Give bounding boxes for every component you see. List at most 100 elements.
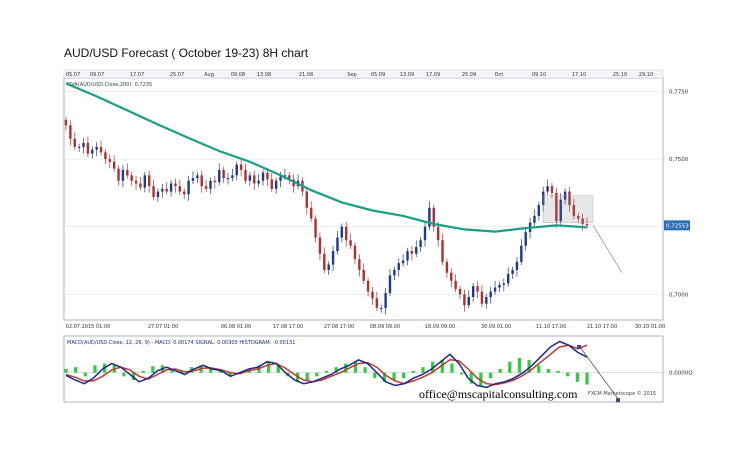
candle-body xyxy=(520,245,523,262)
histogram-bar xyxy=(585,372,589,385)
macd-indicator-label: MACD(AUD/USD.Close, 12, 26, 9) - MACD: 0… xyxy=(67,340,295,346)
candle-body xyxy=(266,172,269,180)
candle-body xyxy=(279,176,282,181)
top-axis-label: 29.10 xyxy=(639,72,653,78)
ma200-line xyxy=(65,82,588,233)
candle-body xyxy=(349,240,352,246)
candle-body xyxy=(274,180,278,189)
candle-body xyxy=(388,275,392,293)
histogram-bar xyxy=(527,359,531,373)
candle-body xyxy=(366,280,370,292)
top-axis-label: 13.09 xyxy=(400,72,414,78)
candle-body xyxy=(375,298,379,308)
candle-body xyxy=(537,205,541,216)
candle-body xyxy=(257,180,260,184)
top-axis-label: 21.08 xyxy=(299,72,313,78)
candle-body xyxy=(161,188,164,192)
candle-body xyxy=(183,191,186,195)
top-axis-label: 05.07 xyxy=(66,72,80,78)
candle-body xyxy=(436,226,440,241)
histogram-bar xyxy=(209,367,213,373)
candle-body xyxy=(485,297,488,304)
candle-body xyxy=(498,284,501,288)
bottom-axis-label: 30.09 01:00 xyxy=(481,324,511,330)
macd-forecast-start-marker xyxy=(577,345,581,349)
histogram-bar xyxy=(556,370,560,373)
histogram-bar xyxy=(93,365,97,373)
candle-body xyxy=(445,261,449,273)
histogram-bar xyxy=(382,372,386,382)
histogram-bar xyxy=(180,370,184,373)
top-axis-label: Aug xyxy=(204,72,214,78)
bottom-axis-label: 27.08 17:00 xyxy=(324,324,354,330)
candle-body xyxy=(226,178,230,180)
histogram-bar xyxy=(151,366,155,373)
candle-body xyxy=(143,175,147,188)
top-axis-label: 13.08 xyxy=(257,72,271,78)
candle-body xyxy=(235,164,238,176)
top-axis-label: 17.07 xyxy=(130,72,144,78)
candle-body xyxy=(384,292,387,308)
price-forecast-line xyxy=(592,225,623,273)
candle-body xyxy=(423,226,427,241)
macd-forecast-end-marker xyxy=(616,398,620,403)
bottom-axis-label: 18.09 09:00 xyxy=(425,324,455,330)
candle-body xyxy=(147,175,151,187)
candle-body xyxy=(196,175,199,179)
histogram-bar xyxy=(276,365,280,373)
top-axis-label: 25.10 xyxy=(613,72,627,78)
histogram-bar xyxy=(421,367,425,373)
candle-body xyxy=(327,264,330,270)
histogram-bar xyxy=(83,372,87,377)
bottom-axis-label: 06.08 01:00 xyxy=(221,324,251,330)
candle-body xyxy=(204,186,208,189)
chart-title: AUD/USD Forecast ( October 19-23) 8H cha… xyxy=(64,46,309,60)
candle-body xyxy=(112,161,116,169)
bottom-axis-label: 11.10 17:00 xyxy=(536,324,566,330)
candle-body xyxy=(69,125,72,139)
candle-body xyxy=(371,291,374,299)
y-tick-label: 0,7750 xyxy=(669,90,689,96)
candle-body xyxy=(222,169,225,179)
candle-body xyxy=(358,259,361,270)
ma-indicator-label: MVA(AUD/USD.Close,200): 0.7235 xyxy=(67,82,152,88)
histogram-bar xyxy=(431,361,435,373)
top-axis-label: 25.09 xyxy=(462,72,476,78)
top-date-strip xyxy=(63,69,664,79)
candle-body xyxy=(340,226,344,238)
macd-line xyxy=(65,340,588,389)
candle-body xyxy=(244,169,247,181)
copyright: FXCM Marketscope © 2015 xyxy=(588,391,657,397)
top-axis-label: 17.09 xyxy=(426,72,440,78)
candle-body xyxy=(393,269,396,276)
candle-body xyxy=(73,138,76,147)
histogram-bar xyxy=(344,363,348,373)
candle-body xyxy=(178,186,182,192)
histogram-bar xyxy=(141,370,145,373)
candle-body xyxy=(165,188,168,192)
candle-body xyxy=(318,237,322,254)
candle-body xyxy=(323,253,326,270)
candle-body xyxy=(314,218,317,238)
candle-body xyxy=(463,294,466,306)
candle-body xyxy=(489,291,492,298)
histogram-bar xyxy=(305,372,309,380)
candle-body xyxy=(555,192,558,222)
consolidation-box xyxy=(542,195,594,223)
candle-body xyxy=(99,146,103,153)
candle-body xyxy=(450,272,453,281)
candle-body xyxy=(515,261,519,270)
top-axis-label: Sep xyxy=(347,72,356,78)
candle-body xyxy=(432,207,435,227)
candle-body xyxy=(502,283,506,285)
candle-body xyxy=(344,226,348,241)
candle-body xyxy=(95,146,98,150)
candle-body xyxy=(559,199,562,222)
histogram-bar xyxy=(508,361,512,373)
histogram-bar xyxy=(373,372,377,379)
bottom-axis-label: 17.08 17:00 xyxy=(273,324,303,330)
signal-line xyxy=(65,344,588,386)
candle-body xyxy=(458,288,462,295)
histogram-bar xyxy=(122,372,126,377)
macd-y-tick-label: 0,0000Q xyxy=(669,371,693,377)
